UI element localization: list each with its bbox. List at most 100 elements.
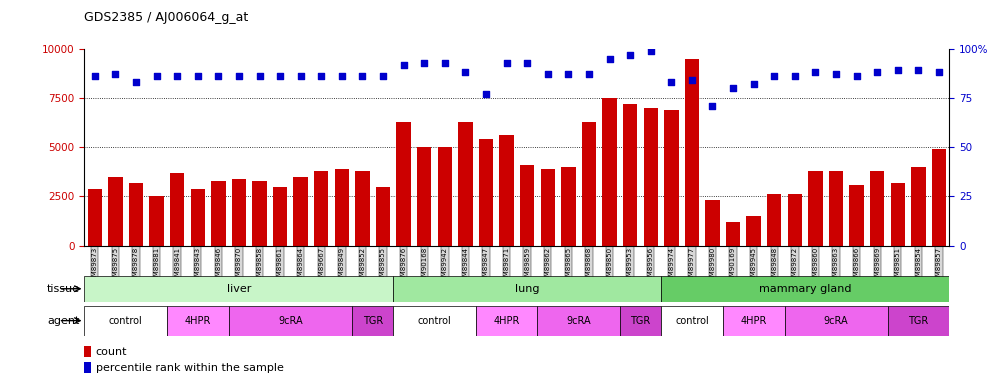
Point [478, 91, 494, 97]
Point [416, 60, 432, 66]
Bar [229, 306, 352, 336]
Bar [129, 183, 143, 246]
Bar [394, 306, 476, 336]
Bar [394, 276, 661, 302]
Point [499, 60, 515, 66]
Bar [499, 135, 514, 246]
Bar [273, 187, 287, 246]
Point [293, 74, 309, 80]
Bar [479, 140, 493, 246]
Bar [252, 181, 266, 246]
Bar [232, 179, 247, 246]
Point [437, 60, 453, 66]
Bar [417, 147, 431, 246]
Bar [314, 171, 328, 246]
Point [169, 74, 185, 80]
Bar [787, 194, 802, 246]
Bar [293, 177, 308, 246]
Bar [84, 306, 167, 336]
Bar [746, 216, 760, 246]
Text: TGR: TGR [909, 316, 928, 326]
Bar [476, 306, 538, 336]
Bar [829, 171, 843, 246]
Bar [581, 122, 596, 246]
Text: agent: agent [47, 316, 80, 326]
Bar [538, 306, 620, 336]
Point [355, 74, 371, 80]
Text: 9cRA: 9cRA [567, 316, 591, 326]
Bar [335, 169, 349, 246]
Bar [620, 306, 661, 336]
Point [787, 74, 803, 80]
Text: control: control [108, 316, 142, 326]
Bar [850, 184, 864, 246]
Point [540, 71, 556, 77]
Point [746, 81, 761, 87]
Text: lung: lung [515, 284, 540, 294]
Point [870, 69, 886, 75]
Point [807, 69, 823, 75]
Bar [685, 58, 699, 246]
Text: tissue: tissue [47, 284, 80, 294]
Bar [84, 362, 91, 374]
Point [128, 79, 144, 85]
Text: control: control [417, 316, 451, 326]
Point [705, 103, 721, 109]
Point [272, 74, 288, 80]
Point [828, 71, 844, 77]
Point [849, 74, 865, 80]
Point [890, 68, 906, 74]
Point [457, 69, 473, 75]
Text: count: count [95, 347, 127, 357]
Point [375, 74, 391, 80]
Bar [661, 276, 949, 302]
Bar [541, 169, 555, 246]
Point [643, 48, 659, 54]
Bar [352, 306, 394, 336]
Point [107, 71, 123, 77]
Text: 4HPR: 4HPR [185, 316, 211, 326]
Bar [888, 306, 949, 336]
Bar [623, 104, 637, 246]
Bar [643, 108, 658, 246]
Bar [784, 306, 888, 336]
Text: mammary gland: mammary gland [758, 284, 852, 294]
Bar [726, 222, 741, 246]
Text: 9cRA: 9cRA [278, 316, 303, 326]
Bar [87, 189, 102, 246]
Point [149, 74, 165, 80]
Bar [397, 122, 411, 246]
Point [396, 62, 412, 68]
Bar [84, 276, 394, 302]
Text: liver: liver [227, 284, 251, 294]
Text: 4HPR: 4HPR [493, 316, 520, 326]
Point [190, 74, 206, 80]
Text: TGR: TGR [363, 316, 383, 326]
Point [561, 71, 577, 77]
Bar [167, 306, 229, 336]
Bar [808, 171, 823, 246]
Point [622, 52, 638, 58]
Point [766, 74, 782, 80]
Text: GDS2385 / AJ006064_g_at: GDS2385 / AJ006064_g_at [84, 11, 248, 24]
Bar [149, 196, 164, 246]
Point [86, 74, 102, 80]
Bar [602, 98, 616, 246]
Bar [84, 346, 91, 357]
Bar [664, 110, 679, 246]
Bar [562, 167, 576, 246]
Bar [376, 187, 391, 246]
Bar [661, 306, 723, 336]
Bar [723, 306, 784, 336]
Point [251, 74, 267, 80]
Bar [931, 149, 946, 246]
Text: 4HPR: 4HPR [741, 316, 766, 326]
Point [519, 60, 535, 66]
Point [663, 79, 679, 85]
Text: 9cRA: 9cRA [824, 316, 848, 326]
Bar [191, 189, 205, 246]
Point [931, 69, 947, 75]
Bar [870, 171, 885, 246]
Point [911, 68, 926, 74]
Bar [211, 181, 226, 246]
